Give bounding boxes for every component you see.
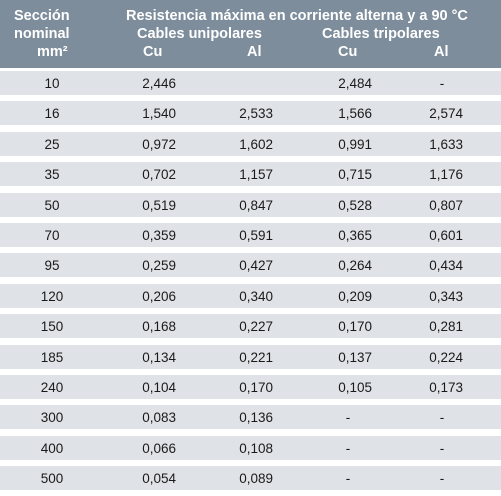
- cell-al-tripolar: 0,601: [429, 228, 463, 243]
- cell-al-tripolar: -: [439, 410, 445, 425]
- cell-cu-tripolar: 0,528: [338, 198, 372, 213]
- cell-al-unipolar: 0,136: [239, 410, 273, 425]
- table-row: 95 0,259 0,427 0,264 0,434: [0, 253, 501, 277]
- table-row: 50 0,519 0,847 0,528 0,807: [0, 193, 501, 217]
- cell-al-unipolar: 0,227: [239, 319, 273, 334]
- cell-cu-unipolar: 0,104: [142, 380, 176, 395]
- cell-section: 16: [44, 106, 60, 121]
- header-cu-tripolar: Cu: [338, 44, 358, 60]
- header-section-line1: Sección: [14, 8, 70, 24]
- cell-cu-tripolar: -: [345, 441, 351, 456]
- cell-al-unipolar: 0,427: [239, 258, 273, 273]
- cell-section: 500: [40, 471, 64, 486]
- cell-cu-unipolar: 0,359: [142, 228, 176, 243]
- cell-cu-unipolar: 2,446: [142, 76, 176, 91]
- header-section-unit: mm²: [37, 44, 68, 60]
- cell-section: 10: [44, 76, 60, 91]
- cell-al-unipolar: 0,847: [239, 198, 273, 213]
- cell-cu-tripolar: -: [345, 471, 351, 486]
- cell-cu-tripolar: 0,264: [338, 258, 372, 273]
- cell-cu-tripolar: 0,105: [338, 380, 372, 395]
- cell-cu-unipolar: 0,519: [142, 198, 176, 213]
- cell-al-tripolar: 1,176: [429, 167, 463, 182]
- cell-al-tripolar: 0,281: [429, 319, 463, 334]
- cell-al-tripolar: -: [439, 471, 445, 486]
- cell-section: 25: [44, 137, 60, 152]
- header-group-unipolar: Cables unipolares: [137, 26, 262, 42]
- cell-cu-tripolar: 0,715: [338, 167, 372, 182]
- cell-al-unipolar: 0,221: [239, 350, 273, 365]
- header-al-tripolar: Al: [434, 44, 449, 60]
- table-row: 150 0,168 0,227 0,170 0,281: [0, 314, 501, 338]
- cell-al-tripolar: 0,224: [429, 350, 463, 365]
- table-header: Sección nominal mm² Resistencia máxima e…: [0, 0, 501, 68]
- table-row: 185 0,134 0,221 0,137 0,224: [0, 345, 501, 369]
- cell-cu-unipolar: 0,206: [142, 289, 176, 304]
- cell-section: 150: [40, 319, 64, 334]
- cell-cu-unipolar: 0,168: [142, 319, 176, 334]
- table-row: 240 0,104 0,170 0,105 0,173: [0, 375, 501, 399]
- table-row: 300 0,083 0,136 - -: [0, 405, 501, 429]
- cell-cu-unipolar: 0,259: [142, 258, 176, 273]
- cell-cu-unipolar: 0,702: [142, 167, 176, 182]
- cell-cu-tripolar: -: [345, 410, 351, 425]
- cell-al-tripolar: 0,173: [429, 380, 463, 395]
- table-row: 400 0,066 0,108 - -: [0, 436, 501, 460]
- cell-cu-tripolar: 0,991: [338, 137, 372, 152]
- cell-al-unipolar: 2,533: [239, 106, 273, 121]
- cell-cu-unipolar: 0,066: [142, 441, 176, 456]
- cell-al-tripolar: 0,343: [429, 289, 463, 304]
- cell-section: 50: [44, 198, 60, 213]
- cell-section: 35: [44, 167, 60, 182]
- cell-cu-tripolar: 0,170: [338, 319, 372, 334]
- cell-al-tripolar: -: [439, 441, 445, 456]
- cell-al-tripolar: 1,633: [429, 137, 463, 152]
- cell-al-unipolar: 1,157: [239, 167, 273, 182]
- cell-cu-tripolar: 0,365: [338, 228, 372, 243]
- cell-al-tripolar: -: [439, 76, 445, 91]
- table-row: 70 0,359 0,591 0,365 0,601: [0, 223, 501, 247]
- cell-al-unipolar: 0,340: [239, 289, 273, 304]
- cell-cu-tripolar: 2,484: [338, 76, 372, 91]
- cell-al-unipolar: 0,089: [239, 471, 273, 486]
- header-al-unipolar: Al: [247, 44, 262, 60]
- cell-al-unipolar: [205, 71, 273, 95]
- cell-cu-tripolar: 0,137: [338, 350, 372, 365]
- cell-section: 70: [44, 228, 60, 243]
- header-group-tripolar: Cables tripolares: [322, 26, 440, 42]
- cell-cu-unipolar: 0,083: [142, 410, 176, 425]
- cell-section: 240: [40, 380, 64, 395]
- cell-cu-tripolar: 1,566: [338, 106, 372, 121]
- cell-cu-tripolar: 0,209: [338, 289, 372, 304]
- cell-cu-unipolar: 0,134: [142, 350, 176, 365]
- table-row: 35 0,702 1,157 0,715 1,176: [0, 162, 501, 186]
- header-section-line2: nominal: [14, 26, 70, 42]
- table-row: 500 0,054 0,089 - -: [0, 466, 501, 490]
- cell-al-tripolar: 0,807: [429, 198, 463, 213]
- cell-cu-unipolar: 0,972: [142, 137, 176, 152]
- cell-al-unipolar: 0,108: [239, 441, 273, 456]
- header-main-title: Resistencia máxima en corriente alterna …: [126, 8, 468, 24]
- cell-al-unipolar: 1,602: [239, 137, 273, 152]
- cell-cu-unipolar: 1,540: [142, 106, 176, 121]
- cell-al-unipolar: 0,591: [239, 228, 273, 243]
- cell-al-tripolar: 0,434: [429, 258, 463, 273]
- table-row: 10 2,446 2,484 -: [0, 71, 501, 95]
- cell-section: 95: [44, 258, 60, 273]
- cell-al-unipolar: 0,170: [239, 380, 273, 395]
- table-row: 16 1,540 2,533 1,566 2,574: [0, 101, 501, 125]
- table-row: 25 0,972 1,602 0,991 1,633: [0, 132, 501, 156]
- cell-section: 185: [40, 350, 64, 365]
- header-cu-unipolar: Cu: [143, 44, 163, 60]
- cell-section: 400: [40, 441, 64, 456]
- table-row: 120 0,206 0,340 0,209 0,343: [0, 284, 501, 308]
- cell-section: 300: [40, 410, 64, 425]
- cell-section: 120: [40, 289, 64, 304]
- cell-al-tripolar: 2,574: [429, 106, 463, 121]
- cell-cu-unipolar: 0,054: [142, 471, 176, 486]
